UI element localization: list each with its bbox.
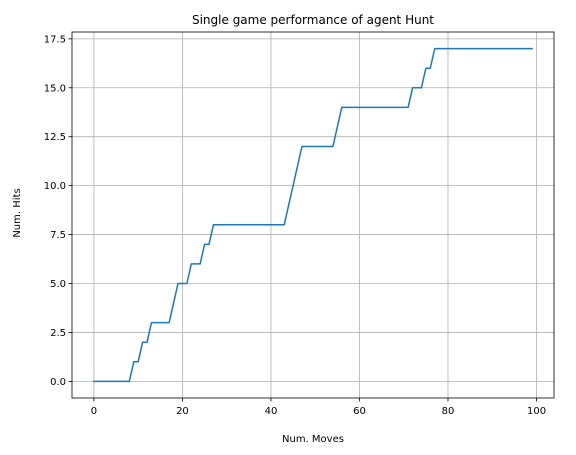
y-tick-label: 2.5 bbox=[50, 328, 66, 339]
y-tick-label: 7.5 bbox=[50, 230, 66, 241]
axes-frame bbox=[71, 31, 555, 399]
x-tick-label: 100 bbox=[527, 406, 546, 417]
x-axis-ticks: 0 20 40 60 80 100 bbox=[91, 398, 546, 417]
x-tick-label: 0 bbox=[91, 406, 97, 417]
series-group bbox=[93, 47, 533, 383]
series-line bbox=[93, 47, 533, 383]
chart-title: Single game performance of agent Hunt bbox=[192, 13, 434, 27]
x-tick-label: 20 bbox=[176, 406, 189, 417]
y-tick-label: 17.5 bbox=[44, 34, 66, 45]
y-tick-label: 0.0 bbox=[50, 377, 66, 388]
y-axis-ticks: 0.0 2.5 5.0 7.5 10.0 12.5 15.0 17.5 bbox=[44, 34, 72, 388]
x-gridlines bbox=[93, 32, 537, 398]
x-tick-label: 80 bbox=[442, 406, 455, 417]
y-tick-label: 12.5 bbox=[44, 132, 66, 143]
y-gridlines bbox=[72, 38, 554, 382]
y-axis-label: Num. Hits bbox=[12, 188, 23, 237]
x-tick-label: 40 bbox=[265, 406, 278, 417]
y-tick-label: 5.0 bbox=[50, 279, 66, 290]
y-tick-label: 10.0 bbox=[44, 181, 66, 192]
plot-frame bbox=[71, 31, 555, 399]
x-axis-label: Num. Moves bbox=[282, 434, 344, 445]
x-tick-label: 60 bbox=[353, 406, 366, 417]
y-tick-label: 15.0 bbox=[44, 83, 66, 94]
